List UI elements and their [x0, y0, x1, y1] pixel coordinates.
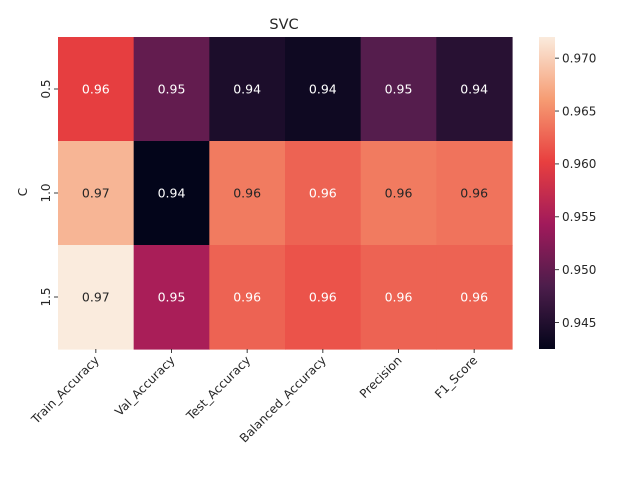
heatmap-cell: [58, 141, 135, 246]
cell-annotation: 0.97: [82, 290, 110, 305]
chart-title: SVC: [269, 17, 298, 33]
heatmap-cell: [58, 37, 135, 142]
colorbar-tick-label: 0.965: [562, 104, 596, 118]
y-axis-ticks: 0.5 1.0 1.5: [39, 79, 58, 307]
cell-annotation: 0.95: [385, 82, 413, 97]
colorbar-tick-label: 0.945: [562, 316, 596, 330]
colorbar-gradient: [539, 37, 555, 349]
cell-annotation: 0.95: [158, 82, 186, 97]
heatmap-cell: [436, 37, 513, 142]
colorbar: 0.945 0.950 0.955 0.960 0.965 0.970: [539, 37, 596, 349]
cell-annotation: 0.96: [385, 290, 413, 305]
cell-annotation: 0.96: [309, 290, 337, 305]
cell-annotation: 0.95: [158, 290, 186, 305]
colorbar-tick-label: 0.970: [562, 51, 596, 65]
heatmap-annotations: 0.96 0.95 0.94 0.94 0.95 0.94 0.97 0.94 0.96 0.96…: [82, 82, 488, 305]
heatmap-cell: [285, 245, 362, 350]
heatmap-cell: [209, 141, 286, 246]
heatmap-cell: [58, 245, 135, 350]
cell-annotation: 0.96: [233, 186, 261, 201]
y-tick-label: 0.5: [39, 79, 53, 98]
heatmap-cell: [285, 141, 362, 246]
heatmap-cell: [133, 245, 210, 350]
cell-annotation: 0.96: [233, 290, 261, 305]
cell-annotation: 0.97: [82, 186, 110, 201]
heatmap-cell: [285, 37, 362, 142]
heatmap-cell: [133, 37, 210, 142]
cell-annotation: 0.96: [309, 186, 337, 201]
y-axis-label: C: [16, 188, 30, 196]
cell-annotation: 0.96: [82, 82, 110, 97]
colorbar-tick-label: 0.950: [562, 263, 596, 277]
cell-annotation: 0.94: [233, 82, 261, 97]
heatmap-cell: [436, 141, 513, 246]
x-tick-label: Train_Accuracy: [28, 353, 102, 427]
cell-annotation: 0.94: [460, 82, 488, 97]
colorbar-tick-label: 0.960: [562, 157, 596, 171]
cell-annotation: 0.96: [385, 186, 413, 201]
heatmap-cell: [360, 141, 437, 246]
y-tick-label: 1.5: [39, 287, 53, 306]
heatmap-cell: [360, 37, 437, 142]
cell-annotation: 0.94: [309, 82, 337, 97]
heatmap-cell: [133, 141, 210, 246]
heatmap-cell: [436, 245, 513, 350]
y-tick-label: 1.0: [39, 183, 53, 202]
x-tick-label: Balanced_Accuracy: [237, 353, 329, 445]
heatmap-cell: [209, 245, 286, 350]
heatmap-cell: [209, 37, 286, 142]
x-tick-label: Precision: [357, 353, 405, 401]
colorbar-tick-label: 0.955: [562, 210, 596, 224]
cell-annotation: 0.94: [158, 186, 186, 201]
x-tick-label: F1_Score: [432, 353, 480, 401]
heatmap-cells: [58, 37, 513, 350]
cell-annotation: 0.96: [460, 290, 488, 305]
x-tick-label: Val_Accuracy: [112, 353, 178, 419]
heatmap-cell: [360, 245, 437, 350]
x-axis-ticks: Train_Accuracy Val_Accuracy Test_AccuracyB…: [28, 349, 480, 445]
cell-annotation: 0.96: [460, 186, 488, 201]
x-tick-label: Test_Accuracy: [183, 353, 253, 423]
